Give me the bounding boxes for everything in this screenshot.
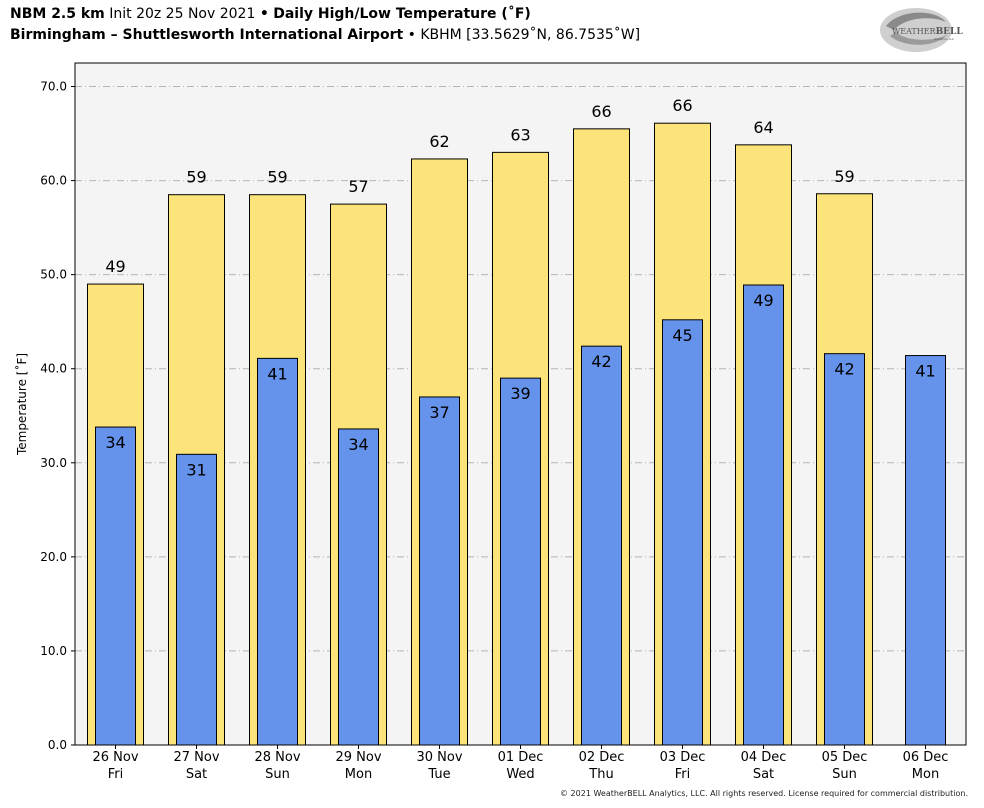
x-tick-day: Fri: [675, 767, 691, 782]
low-temp-label: 42: [591, 352, 611, 371]
x-tick-day: Wed: [506, 767, 534, 782]
x-tick-day: Thu: [588, 767, 613, 782]
y-tick-label: 40.0: [40, 362, 67, 376]
separator: •: [407, 27, 416, 43]
low-temp-bar: [95, 426, 136, 746]
low-temp-bar: [824, 353, 865, 746]
data-labels-group: 49 34 59 31 59 41 57 34 62 37 63 39 66 42 66 45 64 49 59 42…: [105, 96, 935, 479]
x-tick-day: Tue: [427, 767, 450, 782]
high-temp-label: 64: [753, 118, 773, 137]
low-temp-bar: [176, 453, 217, 746]
low-temp-bar: [257, 357, 298, 746]
x-tick-day: Mon: [345, 767, 372, 782]
x-tick-date: 02 Dec: [579, 750, 625, 765]
x-tick-date: 27 Nov: [173, 750, 219, 765]
x-axis: 26 Nov Fri 27 Nov Sat 28 Nov Sun 29 Nov Mon 30 N…: [92, 745, 948, 782]
station-name: Birmingham – Shuttlesworth International…: [10, 27, 404, 43]
low-temp-label: 34: [105, 433, 125, 452]
low-temp-label: 42: [834, 360, 854, 379]
x-tick-date: 06 Dec: [903, 750, 949, 765]
y-tick-label: 10.0: [40, 644, 67, 658]
init-time: Init 20z 25 Nov 2021: [109, 6, 256, 22]
high-temp-label: 49: [105, 257, 125, 276]
low-temp-label: 31: [186, 460, 206, 479]
weatherbell-logo: WEATHERBELL Analytics LLC: [880, 8, 963, 52]
low-temp-bar: [500, 377, 541, 746]
logo-subtext: Analytics LLC: [934, 37, 954, 41]
x-tick-day: Fri: [108, 767, 124, 782]
high-temp-label: 62: [429, 132, 449, 151]
high-temp-label: 57: [348, 177, 368, 196]
high-temp-label: 59: [834, 167, 854, 186]
low-temp-bar: [419, 396, 460, 746]
high-temp-label: 66: [591, 102, 611, 121]
low-temp-bar: [338, 428, 379, 746]
separator: •: [259, 6, 269, 22]
x-tick-date: 01 Dec: [498, 750, 544, 765]
header-line-1: NBM 2.5 km Init 20z 25 Nov 2021 • Daily …: [10, 6, 531, 22]
station-coords: KBHM [33.5629˚N, 86.7535˚W]: [420, 27, 641, 43]
high-temp-label: 66: [672, 96, 692, 115]
low-temp-label: 41: [915, 362, 935, 381]
low-temp-bar: [662, 319, 703, 746]
y-tick-label: 20.0: [40, 550, 67, 564]
y-tick-label: 0.0: [48, 738, 67, 752]
low-temp-label: 49: [753, 291, 773, 310]
y-axis: 0.0 10.0 20.0 30.0 40.0 50.0 60.0 70.0: [40, 80, 75, 752]
x-tick-day: Sat: [753, 767, 774, 782]
low-temp-label: 41: [267, 364, 287, 383]
high-temp-label: 59: [267, 168, 287, 187]
x-tick-date: 28 Nov: [254, 750, 300, 765]
y-tick-label: 50.0: [40, 268, 67, 282]
low-temp-bar: [743, 284, 784, 746]
low-temp-bar: [905, 355, 946, 746]
low-temp-bar: [581, 345, 622, 746]
x-tick-day: Sun: [832, 767, 857, 782]
x-tick-date: 29 Nov: [335, 750, 381, 765]
y-tick-label: 30.0: [40, 456, 67, 470]
x-tick-day: Sat: [186, 767, 207, 782]
high-temp-label: 59: [186, 168, 206, 187]
x-tick-date: 04 Dec: [741, 750, 787, 765]
model-name: NBM 2.5 km: [10, 6, 105, 22]
bars-group: [87, 122, 946, 746]
x-tick-date: 30 Nov: [416, 750, 462, 765]
low-temp-label: 39: [510, 384, 530, 403]
x-tick-date: 05 Dec: [822, 750, 868, 765]
y-tick-label: 70.0: [40, 80, 67, 94]
x-tick-day: Mon: [912, 767, 939, 782]
x-tick-date: 03 Dec: [660, 750, 706, 765]
y-axis-label: Temperature [˚F]: [14, 353, 29, 456]
x-tick-date: 26 Nov: [92, 750, 138, 765]
high-temp-label: 63: [510, 125, 530, 144]
header-line-2: Birmingham – Shuttlesworth International…: [10, 27, 640, 43]
copyright-footer: © 2021 WeatherBELL Analytics, LLC. All r…: [560, 789, 968, 798]
logo-text: WEATHERBELL: [892, 27, 963, 37]
swirl-logo-icon: [880, 8, 952, 52]
y-tick-label: 60.0: [40, 174, 67, 188]
x-tick-day: Sun: [265, 767, 290, 782]
low-temp-label: 45: [672, 326, 692, 345]
product-name: Daily High/Low Temperature (˚F): [273, 6, 531, 22]
low-temp-label: 34: [348, 435, 368, 454]
low-temp-label: 37: [429, 403, 449, 422]
